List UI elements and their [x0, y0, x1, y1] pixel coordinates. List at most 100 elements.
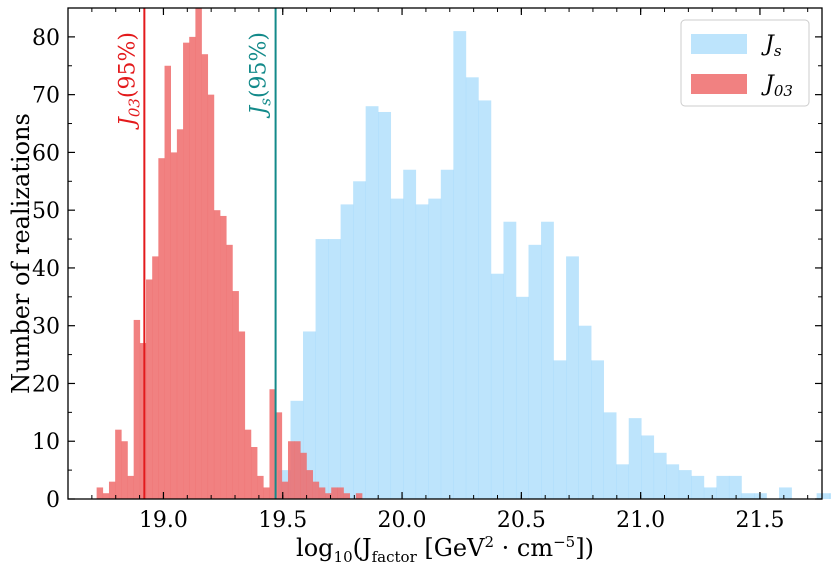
js-bin-bar — [328, 239, 341, 499]
js-bin-bar — [403, 169, 417, 500]
js-bin-bar — [829, 493, 831, 499]
js-bin-bar — [653, 452, 667, 499]
j03-bin-bar — [263, 487, 270, 499]
j03-bin-bar — [201, 54, 209, 500]
j03-bin-bar — [207, 94, 215, 500]
js-bin-bar — [541, 221, 554, 500]
j03-bin-bar — [96, 487, 104, 499]
j03-bin-bar — [108, 481, 116, 499]
j03-bin-bar — [269, 389, 276, 499]
j03-bin-bar — [306, 470, 313, 499]
j03-bin-bar — [232, 291, 239, 499]
j03-bin-bar — [152, 256, 159, 499]
j03-bin-bar — [220, 215, 227, 499]
js-bin-bar — [515, 296, 529, 499]
js-bin-bar — [741, 493, 755, 499]
js-bin-bar — [716, 475, 730, 499]
y-axis-title: Number of realizations — [7, 113, 35, 394]
js-bin-bar — [628, 418, 642, 499]
js-bin-bar — [528, 244, 542, 499]
js-bin-bar — [415, 204, 429, 499]
js-bin-bar — [678, 470, 692, 499]
js-bin-bar — [779, 487, 792, 499]
percentile-lines: J03(95%) Js(95%) — [115, 8, 277, 499]
js-bin-bar — [440, 169, 454, 500]
js-bin-bar — [591, 360, 604, 499]
j03-series-bars — [96, 8, 363, 500]
js-bin-bar — [816, 493, 830, 499]
js-bin-bar — [353, 181, 366, 500]
legend-swatch-j03 — [691, 74, 747, 94]
j03-bin-bar — [343, 493, 351, 499]
js-bin-bar — [465, 77, 479, 499]
j03-bin-bar — [318, 487, 326, 499]
x-axis-title: log10(Jfactor [GeV2 · cm−5]) — [296, 533, 594, 566]
y-tick-label: 50 — [32, 199, 60, 224]
j03-bin-bar — [183, 42, 190, 499]
j03-bin-bar — [195, 8, 202, 499]
legend-label-j03: J03 — [761, 72, 793, 100]
js-bin-bar — [390, 198, 404, 499]
x-axis-ticks: 19.0 19.5 20.0 20.5 21.0 21.5 — [91, 8, 809, 533]
j03-bin-bar — [250, 447, 258, 499]
y-tick-label: 30 — [32, 315, 60, 340]
y-tick-label: 60 — [32, 141, 60, 166]
js-bin-bar — [691, 475, 705, 499]
js-bin-bar — [616, 464, 630, 499]
x-tick-label: 19.5 — [258, 508, 307, 533]
js-bin-bar — [603, 412, 617, 499]
js-bin-bar — [490, 273, 504, 499]
js-bin-bar — [503, 221, 517, 500]
j03-bin-bar — [146, 279, 153, 499]
j03-bin-bar — [238, 331, 246, 499]
js-bin-bar — [578, 325, 592, 499]
j03-bin-bar — [257, 475, 264, 499]
js-series-bars — [277, 31, 831, 500]
plot-frame — [67, 7, 823, 500]
js-bin-bar — [365, 106, 379, 499]
y-tick-label: 70 — [32, 84, 60, 109]
legend: Js J03 — [680, 19, 810, 107]
j03-bin-bar — [133, 319, 141, 499]
j03-bin-bar — [325, 493, 332, 499]
js-bin-bar — [378, 111, 392, 499]
j03-bin-bar — [287, 441, 295, 499]
js-bin-bar — [478, 100, 492, 500]
j03-bin-bar — [294, 441, 301, 499]
j03-bin-bar — [115, 429, 122, 499]
legend-label-js: Js — [761, 32, 782, 60]
vline-label-0: J03(95%) — [115, 32, 143, 130]
j03-bin-bar — [170, 152, 178, 499]
x-tick-label: 21.5 — [735, 508, 784, 533]
j03-bin-bar — [300, 452, 307, 499]
y-tick-label: 80 — [32, 26, 60, 51]
y-tick-label: 0 — [46, 488, 60, 513]
js-bin-bar — [703, 487, 717, 499]
j03-bin-bar — [102, 493, 110, 499]
j03-bin-bar — [355, 493, 363, 499]
j03-bin-bar — [176, 129, 184, 499]
js-bin-bar — [553, 360, 567, 499]
j03-bin-bar — [275, 412, 283, 499]
j03-bin-bar — [312, 481, 320, 499]
js-bin-bar — [728, 475, 742, 499]
js-bin-bar — [566, 256, 579, 499]
j03-bin-bar — [164, 65, 171, 499]
j03-bin-bar — [337, 487, 344, 499]
js-bin-bar — [340, 204, 354, 499]
j03-bin-bar — [331, 487, 338, 499]
js-bin-bar — [315, 239, 329, 499]
y-tick-label: 40 — [32, 257, 60, 282]
x-tick-label: 20.5 — [497, 508, 546, 533]
j03-bin-bar — [121, 441, 128, 499]
js-bin-bar — [666, 464, 680, 499]
x-tick-label: 19.0 — [139, 508, 188, 533]
j03-bin-bar — [281, 481, 289, 499]
vline-label-1: Js(95%) — [247, 32, 275, 119]
y-tick-label: 20 — [32, 372, 60, 397]
j03-bin-bar — [127, 475, 134, 499]
y-axis-ticks: 0 10 20 30 40 50 60 70 80 — [32, 26, 822, 513]
x-tick-label: 20.0 — [378, 508, 427, 533]
legend-swatch-js — [691, 34, 747, 54]
